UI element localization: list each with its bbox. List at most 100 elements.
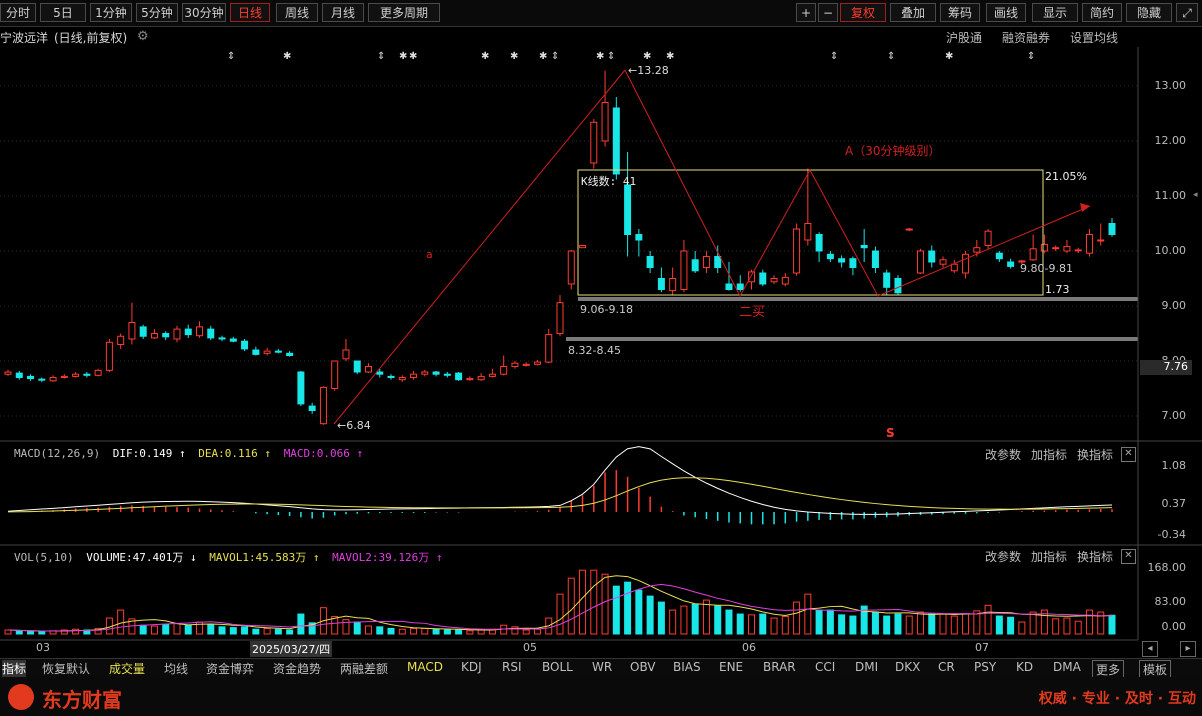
current-price-tag: 7.76 <box>1140 360 1192 375</box>
indicator-tab-8[interactable]: KDJ <box>461 660 482 674</box>
indicator-tab-17[interactable]: DMI <box>855 660 879 674</box>
gear-icon[interactable]: ⚙ <box>137 29 149 44</box>
display-dropdown[interactable]: 显示 <box>1032 3 1078 22</box>
volume-bar <box>150 625 158 635</box>
macd-close-icon[interactable]: ✕ <box>1121 447 1136 462</box>
indicator-tab-11[interactable]: WR <box>592 660 613 674</box>
brand-logo-icon <box>8 684 34 710</box>
tab-1min[interactable]: 1分钟 <box>90 3 132 22</box>
candle-body <box>353 360 361 373</box>
indicator-tab-20[interactable]: PSY <box>974 660 997 674</box>
volume-bar <box>669 609 677 635</box>
indicator-tab-21[interactable]: KD <box>1016 660 1034 674</box>
label-A: A（30分钟级别） <box>845 144 941 158</box>
indicator-tab-7[interactable]: MACD <box>407 660 443 674</box>
draw-button[interactable]: 画线 <box>986 3 1026 22</box>
macd-add-indicator-link[interactable]: 加指标 <box>1031 448 1068 462</box>
tab-weekly[interactable]: 周线 <box>276 3 318 22</box>
indicator-tab-18[interactable]: DKX <box>895 660 921 674</box>
volume-bar <box>128 618 136 635</box>
chips-button[interactable]: 筹码 <box>940 3 980 22</box>
indicator-tab-14[interactable]: ENE <box>719 660 744 674</box>
indicator-tab-2[interactable]: 成交量 <box>109 662 146 676</box>
svg-text:✱: ✱ <box>643 51 651 62</box>
indicator-tab-5[interactable]: 资金趋势 <box>273 662 322 676</box>
candle-body <box>38 378 46 381</box>
adjust-dropdown[interactable]: 复权 <box>840 3 886 22</box>
indicator-tab-13[interactable]: BIAS <box>673 660 701 674</box>
hk-connect-link[interactable]: 沪股通 <box>946 31 983 45</box>
candle-body <box>72 373 80 377</box>
candle-body <box>748 271 756 283</box>
svg-text:⇕: ⇕ <box>830 51 838 62</box>
ma-settings-link[interactable]: 设置均线 <box>1070 31 1119 45</box>
volume-bar <box>714 605 722 635</box>
indicator-tab-10[interactable]: BOLL <box>542 660 573 674</box>
vol-close-icon[interactable]: ✕ <box>1121 549 1136 564</box>
candle-body <box>274 350 282 353</box>
vol-switch-indicator-link[interactable]: 换指标 <box>1077 550 1114 564</box>
side-arrow-icon[interactable]: ◂ <box>1193 190 1198 200</box>
candle-body <box>533 361 541 365</box>
hide-dropdown[interactable]: 隐藏 <box>1126 3 1172 22</box>
candle-body <box>364 366 372 373</box>
indicator-tab-6[interactable]: 两融差额 <box>340 662 389 676</box>
candle-body <box>477 375 485 381</box>
macd-switch-indicator-link[interactable]: 换指标 <box>1077 448 1114 462</box>
svg-text:✱: ✱ <box>409 51 417 62</box>
candle-body <box>500 366 508 375</box>
indicator-tab-16[interactable]: CCI <box>815 660 836 674</box>
gap2-label: 8.32-8.45 <box>568 344 621 357</box>
volume-bar <box>804 593 812 635</box>
volume-bar <box>995 615 1003 635</box>
tab-5min[interactable]: 5分钟 <box>136 3 178 22</box>
tab-daily[interactable]: 日线 <box>230 3 270 22</box>
zoom-out-button[interactable]: − <box>818 3 838 22</box>
indicator-tab-9[interactable]: RSI <box>502 660 522 674</box>
zoom-in-button[interactable]: + <box>796 3 816 22</box>
indicator-tab-4[interactable]: 资金博弈 <box>206 662 255 676</box>
candle-body <box>725 283 733 290</box>
svg-text:✱: ✱ <box>481 51 489 62</box>
tab-5day[interactable]: 5日 <box>40 3 86 22</box>
macd-header: MACD(12,26,9) DIF:0.149 ↑ DEA:0.116 ↑ MA… <box>14 447 363 460</box>
y-tick: 1.08 <box>1161 459 1187 472</box>
candle-body <box>1029 248 1037 261</box>
scroll-left-icon[interactable]: ◂ <box>1142 641 1158 657</box>
candle-body <box>973 247 981 253</box>
volume-bar <box>410 627 418 635</box>
tab-intraday[interactable]: 分时 <box>0 3 36 22</box>
tab-30min[interactable]: 30分钟 <box>182 3 226 22</box>
volume-bar <box>770 617 778 635</box>
indicator-tab-0[interactable]: 指标 <box>2 660 27 677</box>
tab-monthly[interactable]: 月线 <box>322 3 364 22</box>
volume-bar <box>308 622 316 635</box>
candle-body <box>150 333 158 339</box>
indicator-tab-12[interactable]: OBV <box>630 660 656 674</box>
vol-add-indicator-link[interactable]: 加指标 <box>1031 550 1068 564</box>
candle-body <box>196 326 204 337</box>
svg-text:✱: ✱ <box>510 51 518 62</box>
scroll-right-icon[interactable]: ▸ <box>1180 641 1196 657</box>
volume-bar <box>601 573 609 635</box>
indicator-tab-1[interactable]: 恢复默认 <box>42 662 91 676</box>
candle-body <box>60 375 68 378</box>
volume-bar <box>49 630 57 635</box>
volume-bar <box>1029 611 1037 635</box>
simple-button[interactable]: 简约 <box>1082 3 1122 22</box>
more-periods-dropdown[interactable]: 更多周期 <box>368 3 440 22</box>
indicator-tab-19[interactable]: CR <box>938 660 955 674</box>
expand-icon[interactable]: ⤢ <box>1176 3 1198 22</box>
candle-body <box>218 337 226 340</box>
margin-trading-link[interactable]: 融资融券 <box>1002 31 1051 45</box>
y-tick: 10.00 <box>1154 244 1187 257</box>
vol-params-link[interactable]: 改参数 <box>985 550 1022 564</box>
macd-params-link[interactable]: 改参数 <box>985 448 1022 462</box>
volume-bar <box>1063 617 1071 635</box>
overlay-dropdown[interactable]: 叠加 <box>890 3 936 22</box>
indicator-tab-22[interactable]: DMA <box>1053 660 1081 674</box>
candle-body <box>939 259 947 265</box>
brand-slogan: 权威 · 专业 · 及时 · 互动 <box>1038 691 1196 707</box>
indicator-tab-3[interactable]: 均线 <box>164 662 189 676</box>
indicator-tab-15[interactable]: BRAR <box>763 660 796 674</box>
